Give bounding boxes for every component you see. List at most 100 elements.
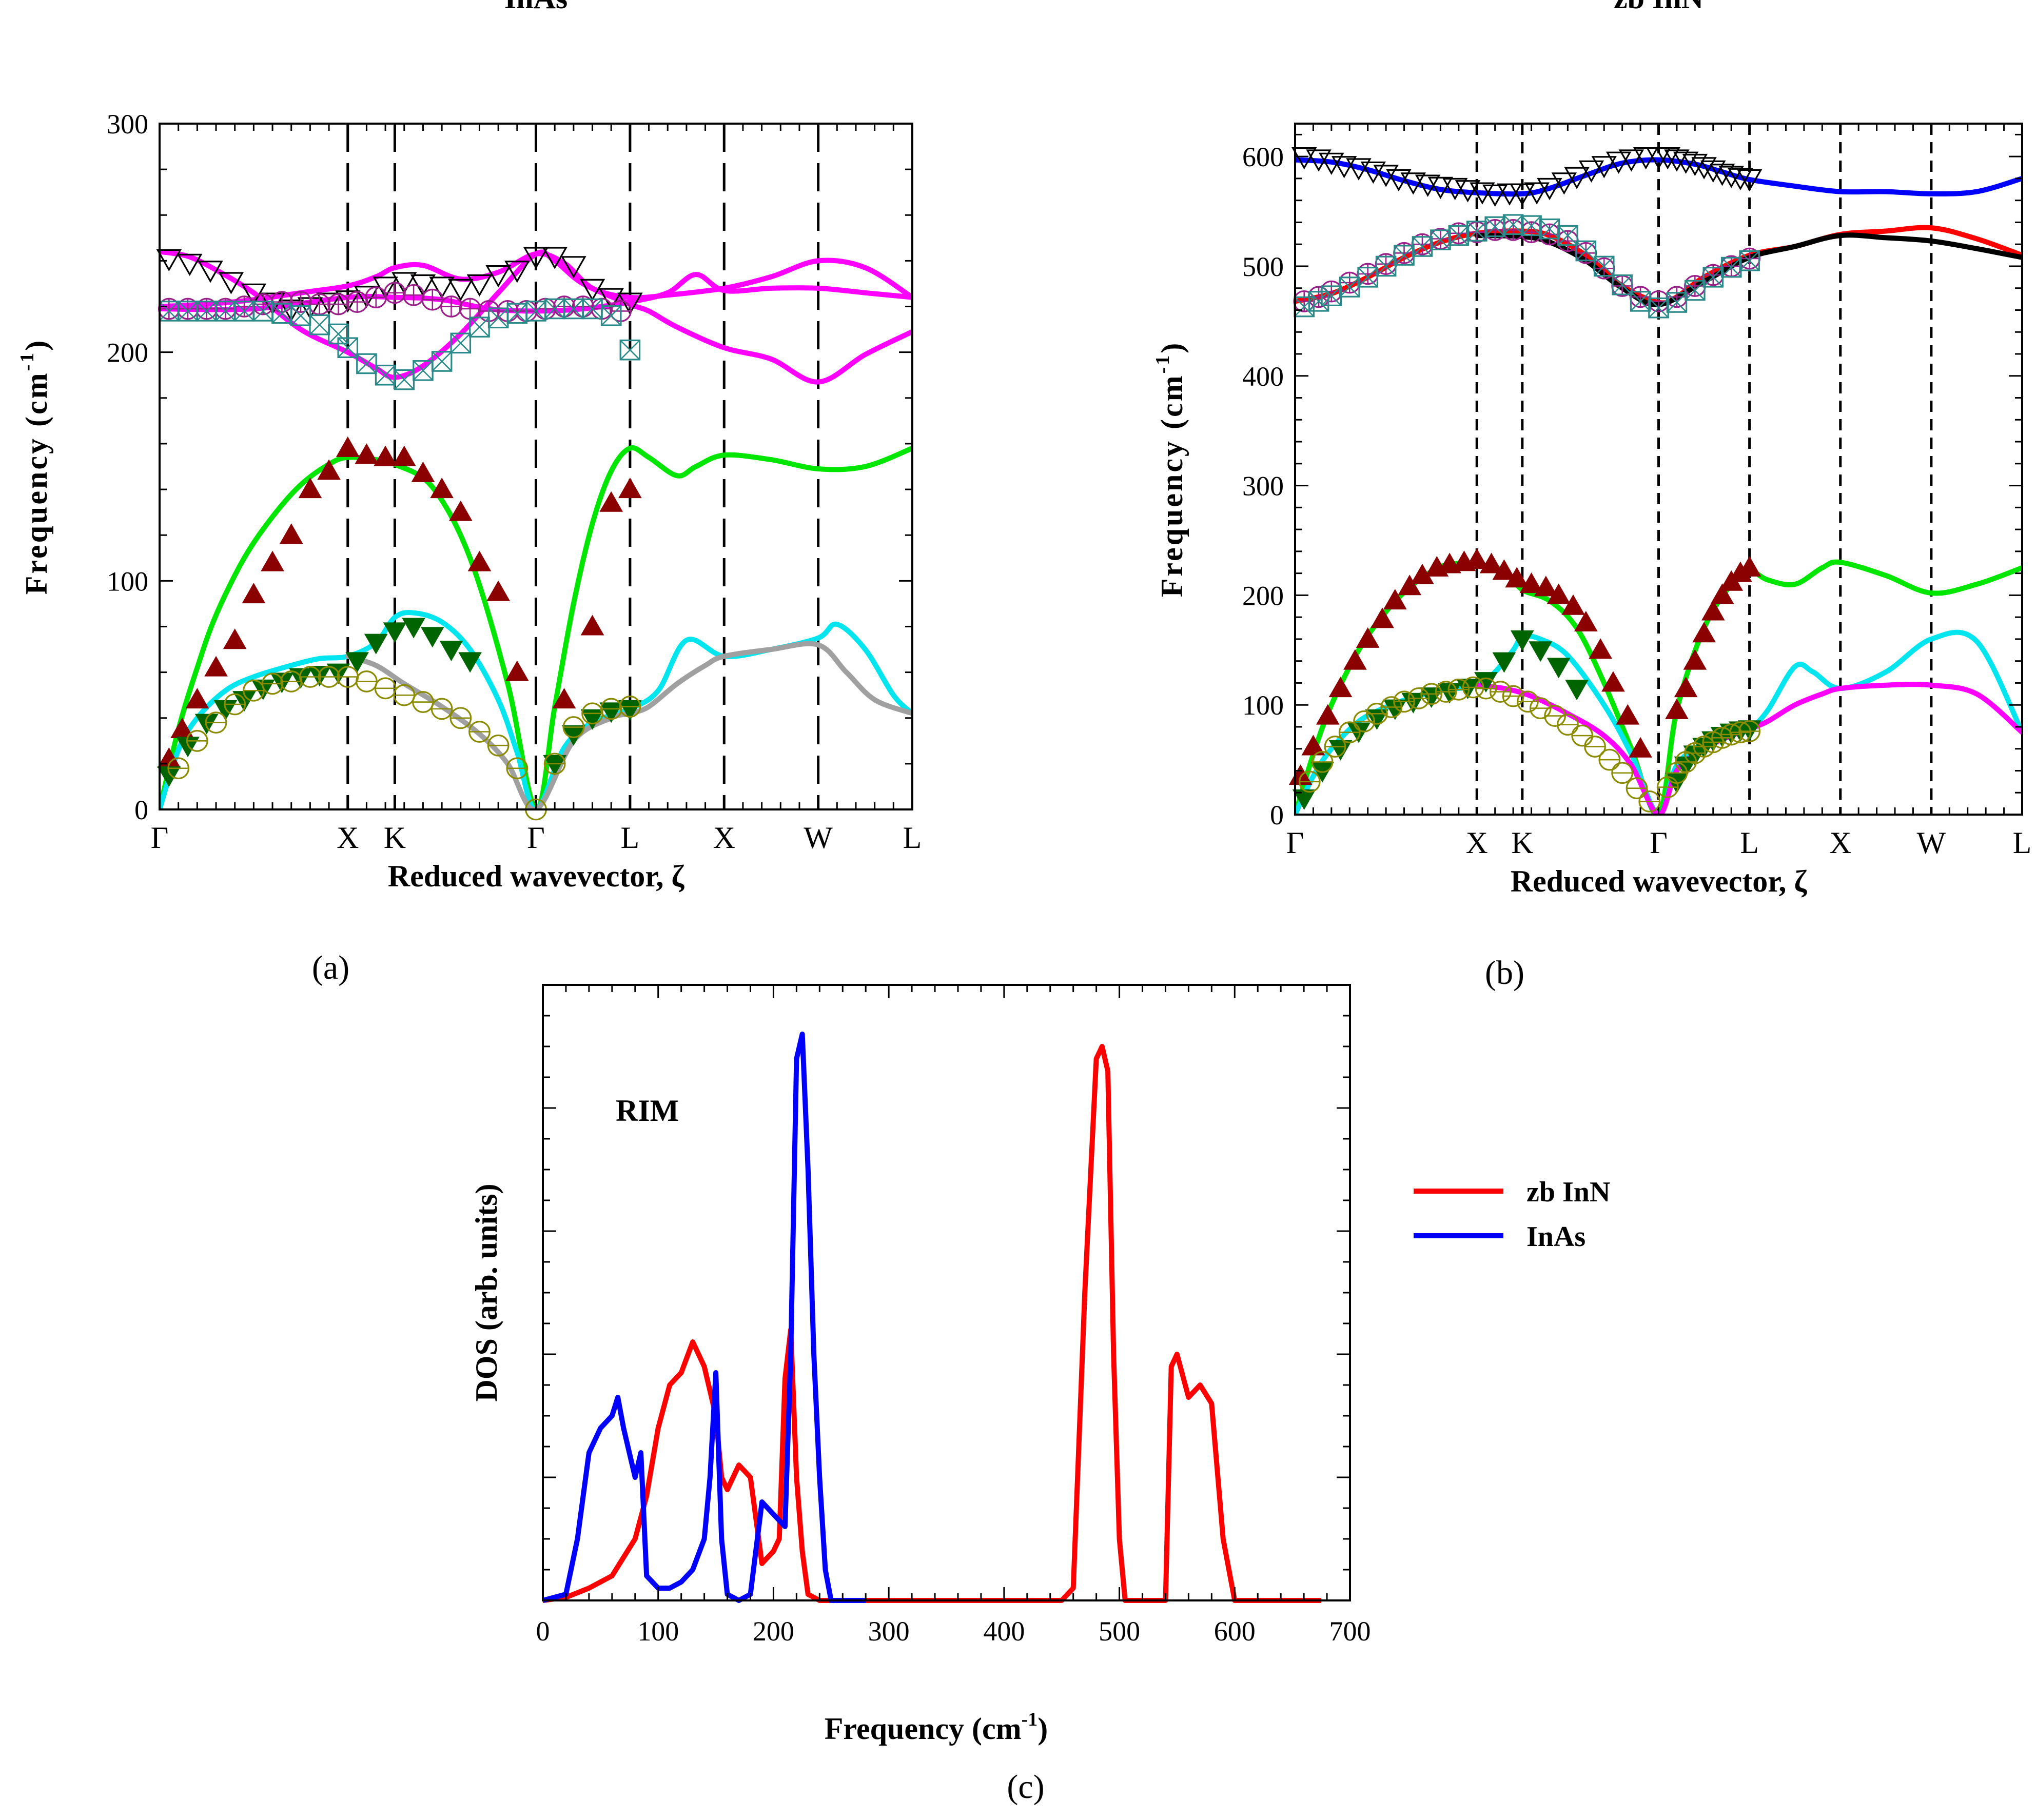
marker-point [1373,165,1399,187]
marker-point [504,261,530,283]
marker-point [374,677,397,700]
x-point-label: L [903,821,922,855]
marker-point [1556,230,1579,252]
marker-point [1291,147,1317,170]
marker-point [562,716,585,738]
marker-point [316,292,342,315]
marker-point [1720,723,1743,746]
marker-point [1497,183,1522,206]
marker-point [1682,153,1708,176]
marker-point [1739,250,1760,271]
marker-point [544,298,565,320]
x-point-label: X [1466,826,1488,860]
marker-point [449,707,472,729]
marker-point [1655,147,1680,170]
marker-point [393,684,416,706]
marker-point [1666,762,1688,784]
marker-point [486,580,511,601]
plot-frame [542,984,1351,1601]
x-point-label: X [337,821,359,855]
marker-point [1593,255,1615,277]
marker-point [1301,735,1325,756]
marker-point [186,729,208,752]
marker-point [224,693,246,716]
rim-annotation: RIM [616,1094,679,1127]
marker-point [1435,681,1457,703]
marker-point [1510,630,1534,651]
marker-point [1475,677,1497,700]
marker-point [580,709,604,730]
marker-point [1393,690,1415,713]
marker-point [561,256,586,279]
marker-point [1386,169,1412,192]
marker-point [1462,676,1484,699]
dos-line-inas [542,1032,866,1603]
marker-point [617,292,643,315]
panel-label: (b) [1485,954,1524,992]
marker-point [1427,176,1454,200]
marker-point [1709,164,1735,186]
y-tick-label: 500 [1242,251,1284,282]
y-tick-label: 200 [107,338,148,368]
marker-point [1700,160,1726,183]
marker-point [337,337,359,359]
marker-point [618,478,642,499]
marker-point [1666,292,1688,313]
marker-point [1537,177,1562,201]
x-point-label: L [2013,826,2032,860]
marker-point [1571,724,1594,747]
dos-line-zb-inn [542,1044,1321,1603]
marker-point [429,276,455,299]
marker-point [1298,770,1321,793]
panel-b-phonon-dispersion-zb-inn: zb InN0100200300400500600ΓXKΓLXWLReduced… [1152,0,2031,992]
marker-point [1400,172,1426,195]
x-point-label: K [384,821,406,855]
marker-point [1482,184,1508,207]
marker-point [1420,683,1443,705]
marker-point [1648,297,1669,319]
marker-point [440,295,462,318]
legend-label: zb InN [1526,1176,1610,1208]
marker-point [402,618,425,639]
panel-label: (a) [312,949,349,986]
marker-point [1492,652,1516,673]
marker-point [1720,256,1742,278]
y-tick-label: 600 [1242,142,1284,172]
marker-point [458,652,482,673]
marker-point [552,688,576,709]
marker-point [156,249,182,272]
marker-point [431,351,453,372]
marker-point [421,288,444,311]
panel-label: (c) [1007,1768,1044,1806]
marker-point [1736,169,1763,192]
marker-point [205,711,227,734]
marker-point [467,550,492,571]
marker-point [600,698,622,720]
marker-point [223,628,247,649]
marker-point [1729,721,1752,744]
marker-point [384,282,406,304]
marker-point [542,247,567,269]
marker-point [355,443,379,464]
x-axis-label: Reduced wavevector, ζ [1511,864,1808,898]
marker-point [1529,641,1553,662]
marker-point [1598,748,1621,771]
marker-point [336,436,360,457]
chart-title: InAs [504,0,567,15]
marker-point [242,679,265,702]
marker-point [1447,678,1470,701]
marker-point [279,523,303,544]
marker-point [506,757,528,780]
marker-point [374,445,397,466]
x-tick-label: 500 [1099,1616,1140,1647]
marker-point [450,332,472,354]
x-point-label: Γ [527,821,545,855]
marker-point [1375,255,1397,277]
marker-point [1718,166,1744,188]
marker-point [1611,275,1634,297]
marker-point [1539,218,1560,240]
x-point-label: L [1740,826,1759,860]
marker-point [308,293,331,315]
y-tick-label: 300 [1242,471,1284,502]
